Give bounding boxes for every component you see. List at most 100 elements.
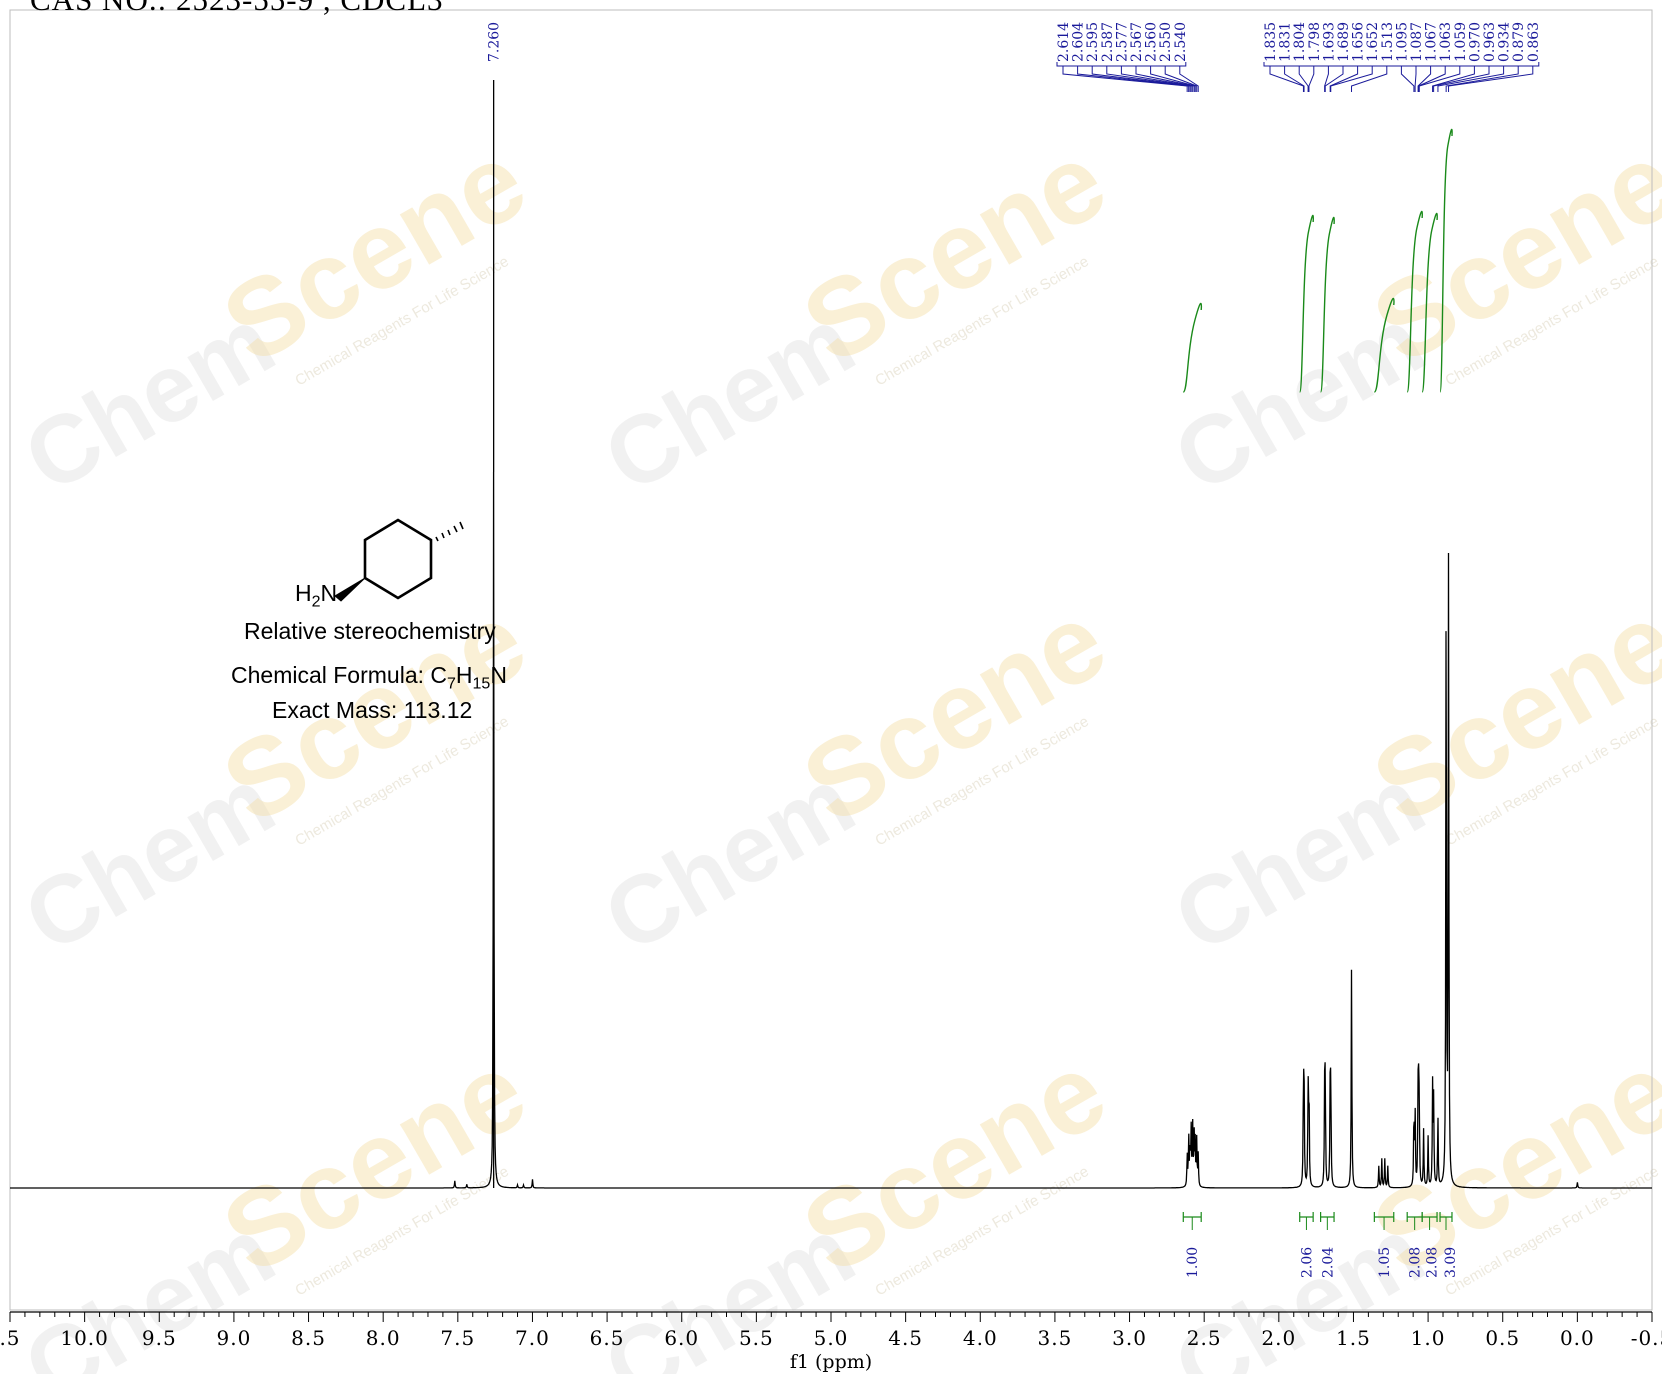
x-tick-label: 4.5 <box>888 1326 923 1350</box>
peak-label-leader <box>1269 66 1304 92</box>
x-tick-label: 3.0 <box>1112 1326 1147 1350</box>
peak-group-bracket <box>1056 62 1187 67</box>
peak-label-leader <box>1418 66 1461 92</box>
peak-label-leader <box>1135 66 1195 92</box>
x-tick-label: 9.5 <box>142 1326 177 1350</box>
peak-label: 1.059 <box>1453 22 1469 62</box>
integral-curve <box>1373 297 1395 393</box>
integral-value: 2.08 <box>1408 1247 1424 1278</box>
integral-curve <box>1406 210 1423 393</box>
x-tick-label: 8.0 <box>366 1326 401 1350</box>
peak-label-leader <box>1324 66 1344 92</box>
peak-label: 1.513 <box>1380 22 1396 62</box>
x-axis: .5 10.0 9.5 9.0 8.5 8.0 7.5 7.0 6.5 6.0 5.5 5.0 4.5 4… <box>0 1311 1662 1373</box>
formula-h: H <box>455 662 473 688</box>
peak-labels: 2.6142.6042.5952.5872.5772.5672.5602.550… <box>487 22 1542 92</box>
peak-label-leader <box>1120 66 1194 92</box>
peak-label: 1.063 <box>1438 22 1454 62</box>
formula-label: Chemical Formula: C7H15N <box>231 662 507 694</box>
x-tick-label: 10.0 <box>60 1326 109 1350</box>
peak-label: 0.879 <box>1511 22 1527 62</box>
peak-label-leader <box>1284 66 1305 92</box>
integral-curve <box>1421 212 1438 393</box>
peak-label: 1.798 <box>1307 22 1323 62</box>
exact-mass-label: Exact Mass: 113.12 <box>272 697 473 723</box>
x-tick-label: 2.0 <box>1261 1326 1296 1350</box>
peak-label: 2.567 <box>1129 22 1145 62</box>
peak-label-leader <box>1448 66 1534 92</box>
x-tick-label: 1.0 <box>1411 1326 1446 1350</box>
peak-label: 2.587 <box>1100 22 1116 62</box>
integral-curve <box>1439 128 1453 393</box>
wedge-bond <box>334 577 366 602</box>
integral-curve <box>1319 216 1335 393</box>
x-tick-label: 6.5 <box>590 1326 625 1350</box>
amine-sub: 2 <box>311 593 321 611</box>
amine-label: H2N <box>295 580 337 612</box>
integral-value: 2.04 <box>1320 1247 1336 1278</box>
peak-label: 2.595 <box>1085 22 1101 62</box>
hash-bond <box>435 521 464 542</box>
peak-label-leader <box>1445 66 1519 92</box>
peak-group-bracket <box>1263 62 1540 67</box>
peak-label: 2.614 <box>1056 22 1072 62</box>
x-tick-label: 0.0 <box>1560 1326 1595 1350</box>
peak-label-leader <box>1298 66 1309 92</box>
formula-sub-15: 15 <box>472 675 491 693</box>
peak-label: 2.560 <box>1144 22 1160 62</box>
integral-value: 2.06 <box>1299 1247 1315 1278</box>
peak-label: 0.963 <box>1482 22 1498 62</box>
stereo-caption: Relative stereochemistry <box>244 618 496 644</box>
peak-label-leader <box>1418 66 1446 92</box>
peak-label: 1.831 <box>1278 22 1294 62</box>
peak-label-leader <box>1150 66 1196 92</box>
sample-header: CAS NO.: 2523-55-9 , CDCL3 <box>30 0 444 18</box>
molecule-structure <box>334 518 464 602</box>
peak-label-leader <box>1329 66 1359 92</box>
peak-label-leader <box>1414 66 1417 92</box>
peak-label-leader <box>1062 66 1188 92</box>
integral-curve <box>1299 214 1314 393</box>
x-tick-label: 3.5 <box>1038 1326 1073 1350</box>
spectrum-line <box>10 471 1652 1189</box>
peak-label-leader <box>1106 66 1192 92</box>
spectrum-trace <box>10 80 1652 1189</box>
peak-label: 1.087 <box>1409 22 1425 62</box>
solvent-peak-label: 7.260 <box>487 22 503 62</box>
peak-label-leader <box>1330 66 1373 92</box>
peak-label: 1.689 <box>1336 22 1352 62</box>
peak-label: 2.540 <box>1173 22 1189 62</box>
peak-label: 1.693 <box>1321 22 1337 62</box>
integral-value: 1.00 <box>1185 1247 1201 1278</box>
formula-sub-7: 7 <box>447 675 456 693</box>
peak-label: 1.067 <box>1424 22 1440 62</box>
peak-label-leader <box>1179 66 1199 92</box>
x-tick-label: 0.5 <box>1485 1326 1520 1350</box>
x-tick-label: 7.5 <box>440 1326 475 1350</box>
x-tick-label: 4.0 <box>963 1326 998 1350</box>
peak-label: 2.550 <box>1158 22 1174 62</box>
peak-label-leader <box>1324 66 1329 92</box>
integral-value: 3.09 <box>1443 1247 1459 1278</box>
amine-n: N <box>320 580 338 606</box>
peak-label: 1.835 <box>1263 22 1279 62</box>
formula-c: Chemical Formula: C <box>231 662 447 688</box>
peak-label-leader <box>1432 66 1475 92</box>
peak-label: 2.577 <box>1114 22 1130 62</box>
peak-label-leader <box>1400 66 1415 92</box>
peak-label-leader <box>1351 66 1388 92</box>
x-tick-label: 8.5 <box>291 1326 326 1350</box>
x-tick-label: 6.0 <box>664 1326 699 1350</box>
integral-curves <box>1182 128 1453 393</box>
peak-label: 1.095 <box>1394 22 1410 62</box>
